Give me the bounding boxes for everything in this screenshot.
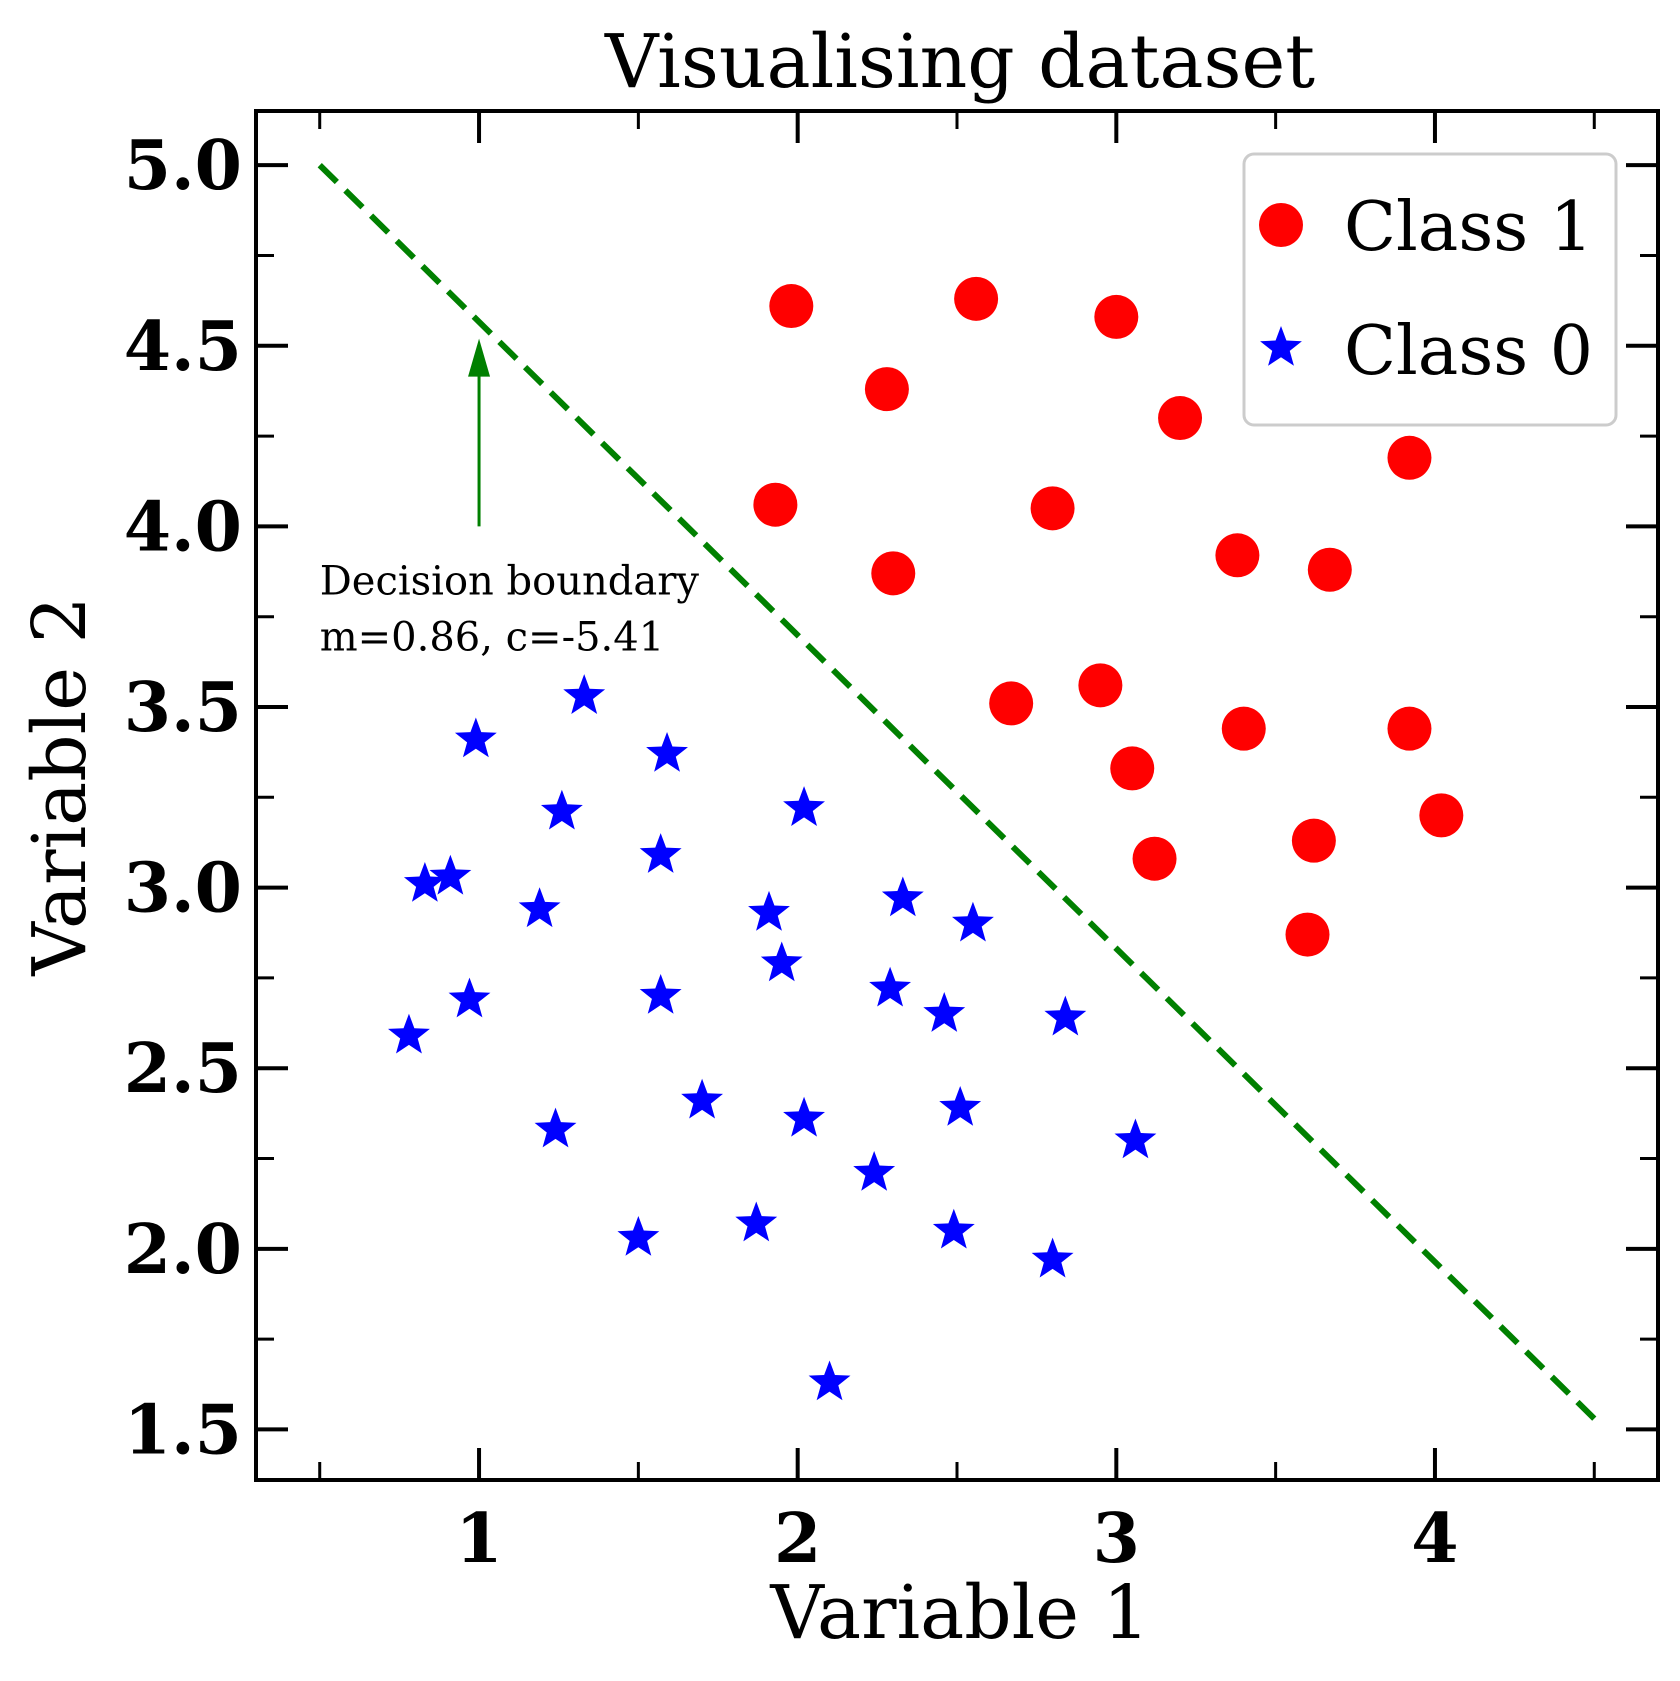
decision-boundary-line xyxy=(317,163,1597,1421)
chart-title: Visualising dataset xyxy=(604,19,1315,105)
data-point-class-0 xyxy=(735,1201,778,1242)
data-point-class-0 xyxy=(540,789,583,830)
data-point-class-0 xyxy=(429,854,472,895)
legend-label-class-1: Class 1 xyxy=(1344,188,1593,267)
x-axis-label: Variable 1 xyxy=(769,1570,1149,1656)
data-point-class-1 xyxy=(769,284,814,329)
y-tick-label: 1.5 xyxy=(124,1390,242,1470)
data-point-class-1 xyxy=(954,276,999,321)
data-point-class-1 xyxy=(871,551,916,596)
data-point-class-1 xyxy=(1285,912,1330,957)
data-point-class-0 xyxy=(939,1085,982,1126)
data-point-class-0 xyxy=(534,1107,577,1148)
data-point-class-0 xyxy=(646,731,688,772)
y-tick-label: 3.0 xyxy=(124,849,242,929)
data-point-class-0 xyxy=(639,833,682,873)
data-point-class-1 xyxy=(1132,836,1177,881)
y-tick-label: 5.0 xyxy=(124,126,242,206)
data-points xyxy=(388,276,1464,1401)
data-point-class-1 xyxy=(1078,663,1123,708)
y-tick-label: 2.0 xyxy=(124,1210,242,1290)
y-tick-label: 4.0 xyxy=(124,487,242,567)
y-tick-label: 4.5 xyxy=(124,307,242,387)
data-point-class-0 xyxy=(932,1208,975,1249)
y-axis-label: Variable 2 xyxy=(17,596,103,976)
legend: Class 1 Class 0 xyxy=(1242,152,1618,427)
data-point-class-0 xyxy=(783,1096,825,1137)
annotation: Decision boundary m=0.86, c=-5.41 xyxy=(320,338,700,661)
y-tick-label: 3.5 xyxy=(124,668,242,748)
data-point-class-1 xyxy=(1291,818,1336,863)
legend-circle-marker xyxy=(1259,203,1303,247)
decision-boundary xyxy=(317,163,1597,1421)
data-point-class-0 xyxy=(1044,995,1087,1036)
data-point-class-0 xyxy=(760,941,803,982)
legend-marker-class-1 xyxy=(1259,203,1303,247)
data-point-class-1 xyxy=(753,482,798,527)
data-point-class-1 xyxy=(1307,547,1352,592)
annotation-text-line: m=0.86, c=-5.41 xyxy=(320,615,664,661)
data-point-class-0 xyxy=(853,1150,896,1191)
data-point-class-0 xyxy=(617,1215,660,1256)
axis-ticks xyxy=(256,111,1658,1480)
data-point-class-0 xyxy=(808,1360,851,1401)
data-point-class-0 xyxy=(748,890,790,931)
data-point-class-0 xyxy=(881,876,924,917)
y-tick-label: 2.5 xyxy=(124,1029,242,1109)
x-tick-label: 2 xyxy=(774,1499,821,1579)
data-point-class-0 xyxy=(952,901,994,942)
data-point-class-1 xyxy=(1387,435,1432,480)
data-point-class-0 xyxy=(518,887,561,928)
legend-box xyxy=(1242,152,1618,427)
data-point-class-0 xyxy=(923,992,966,1032)
data-point-class-1 xyxy=(1215,533,1260,578)
data-point-class-0 xyxy=(681,1078,724,1119)
data-point-class-1 xyxy=(1030,486,1075,531)
data-point-class-0 xyxy=(1031,1237,1074,1278)
data-point-class-1 xyxy=(1221,706,1266,751)
data-point-class-1 xyxy=(1094,294,1139,339)
x-tick-label: 3 xyxy=(1093,1499,1140,1579)
x-tick-label: 1 xyxy=(455,1499,502,1579)
data-point-class-0 xyxy=(639,973,682,1014)
data-point-class-0 xyxy=(448,977,491,1018)
data-point-class-0 xyxy=(403,862,446,902)
data-point-class-1 xyxy=(989,681,1034,726)
legend-star-marker xyxy=(1260,326,1302,366)
data-point-class-0 xyxy=(869,966,912,1007)
annotation-text-line: Decision boundary xyxy=(320,559,700,605)
data-point-class-1 xyxy=(1158,396,1203,441)
data-point-class-1 xyxy=(1387,706,1432,751)
data-point-class-0 xyxy=(454,717,497,758)
data-point-class-1 xyxy=(1110,746,1155,791)
data-point-class-1 xyxy=(1419,793,1464,838)
data-point-class-0 xyxy=(563,674,606,714)
data-point-class-0 xyxy=(783,786,825,826)
data-point-class-1 xyxy=(864,367,909,412)
annotation-arrow-head xyxy=(468,338,491,377)
x-tick-label: 4 xyxy=(1411,1499,1458,1579)
legend-marker-class-0 xyxy=(1260,326,1302,366)
tick-labels: 1 2 3 4 1.5 2.0 2.5 3.0 3.5 4.0 4.5 5.0 xyxy=(124,126,1459,1579)
data-point-class-0 xyxy=(1114,1118,1157,1159)
data-point-class-0 xyxy=(388,1013,430,1054)
plot-frame xyxy=(254,109,1660,1482)
legend-label-class-0: Class 0 xyxy=(1344,312,1593,391)
